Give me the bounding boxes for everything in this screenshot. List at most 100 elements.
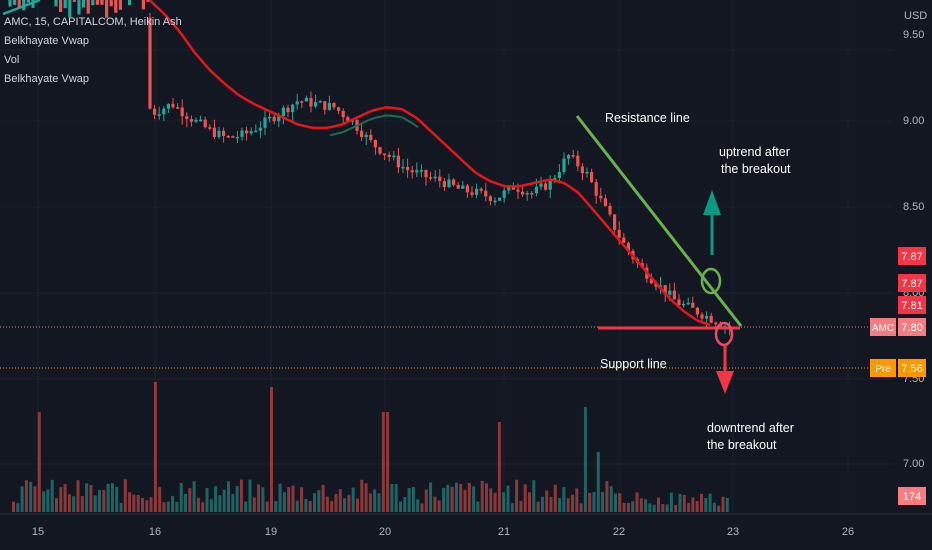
indicator-vwap-1[interactable]: Belkhayate Vwap xyxy=(4,35,89,47)
candle-body xyxy=(539,183,543,187)
volume-bar xyxy=(184,493,187,512)
volume-bar xyxy=(149,497,153,512)
candle-body xyxy=(100,0,104,5)
candle-body xyxy=(686,302,690,305)
candle-body xyxy=(63,0,67,9)
candle-body xyxy=(396,155,400,168)
candle-body xyxy=(199,119,203,122)
price-tick-label: 9.00 xyxy=(903,115,924,127)
symbol-title[interactable]: AMC, 15, CAPITALCOM, Heikin Ash xyxy=(4,16,182,28)
volume-bar xyxy=(463,489,467,512)
indicator-vwap-2[interactable]: Belkhayate Vwap xyxy=(4,73,89,85)
price-tick-label: 7.00 xyxy=(903,458,924,470)
candle-body xyxy=(8,0,12,7)
candle-body xyxy=(548,180,552,190)
candle-body xyxy=(383,153,387,156)
vwap-lines xyxy=(2,0,711,327)
volume-bar xyxy=(390,483,394,512)
volume-bar xyxy=(334,494,338,512)
volume-bar xyxy=(248,479,252,512)
candle-body xyxy=(268,116,272,119)
volume-bar xyxy=(110,483,114,512)
volume-bar xyxy=(420,503,424,512)
candle-body xyxy=(203,119,207,128)
volume-bar xyxy=(381,412,385,512)
currency-label[interactable]: USD xyxy=(904,10,928,22)
candle-body xyxy=(105,0,109,18)
candle-body xyxy=(314,102,318,107)
candle-body xyxy=(668,290,672,295)
volume-bar xyxy=(523,484,527,512)
candle-body xyxy=(433,176,437,179)
candle-body xyxy=(332,102,336,108)
volume-bar xyxy=(16,503,20,512)
volume-bar xyxy=(510,503,514,512)
volume-bar xyxy=(721,496,725,512)
grid xyxy=(0,0,894,512)
uptrend-label-2: the breakout xyxy=(721,162,791,176)
volume-bar xyxy=(218,495,222,512)
candle-body xyxy=(452,179,456,185)
uptrend-arrow-head xyxy=(703,190,721,215)
candle-body xyxy=(700,314,704,319)
indicator-volume[interactable]: Vol xyxy=(4,54,20,66)
candle-body xyxy=(682,303,686,306)
candle-body xyxy=(475,188,479,195)
volume-bar xyxy=(687,502,691,512)
volume-bar xyxy=(42,491,46,512)
volume-bar xyxy=(20,486,24,512)
volume-bar xyxy=(222,489,226,512)
volume-bar xyxy=(270,387,273,512)
price-label-text: 7.87 xyxy=(901,251,922,263)
candle-body xyxy=(91,0,95,6)
volume-bar xyxy=(158,486,162,512)
resistance-line xyxy=(575,115,743,327)
volume-bar xyxy=(106,483,110,512)
volume-bar xyxy=(506,485,510,512)
candle-body xyxy=(222,130,226,136)
volume-bar xyxy=(433,496,437,512)
price-label xyxy=(898,359,926,377)
volume-bar xyxy=(317,490,321,512)
candle-body xyxy=(571,155,575,157)
candle-body xyxy=(245,130,249,134)
volume-bar xyxy=(695,501,699,512)
candle-body xyxy=(337,107,341,111)
volume-bar xyxy=(265,501,269,512)
volume-bar xyxy=(700,493,703,512)
volume-bar xyxy=(545,490,549,512)
candle-body xyxy=(341,110,345,118)
volume-bar xyxy=(76,480,80,512)
candle-body xyxy=(447,179,451,187)
volume-bar xyxy=(141,497,144,512)
volume-bar xyxy=(377,493,381,512)
candle-body xyxy=(77,0,81,15)
candle-body xyxy=(553,177,557,181)
volume-bar xyxy=(528,492,531,512)
time-tick-label: 21 xyxy=(498,526,510,538)
candle-body xyxy=(180,107,184,117)
volume-bar xyxy=(416,499,420,512)
candle-body xyxy=(72,0,76,2)
candle-body xyxy=(484,190,488,197)
volume-bar xyxy=(583,407,587,512)
volume-bar xyxy=(338,489,342,512)
volume-bar xyxy=(33,486,37,512)
candle-body xyxy=(562,158,566,173)
volume-bar xyxy=(115,486,119,512)
candle-body xyxy=(318,101,322,103)
volume-bar xyxy=(282,492,286,512)
volume-bar xyxy=(614,493,617,512)
candle-body xyxy=(364,134,368,138)
candle-body xyxy=(258,127,262,131)
volume-bar xyxy=(644,499,648,512)
volume-bar xyxy=(424,489,428,512)
volume-bar xyxy=(665,504,669,512)
price-label-text: 7.81 xyxy=(901,300,922,312)
volume-bar xyxy=(674,505,678,512)
volume-bar xyxy=(592,492,596,512)
volume-bar xyxy=(411,487,415,512)
volume-bar xyxy=(454,482,458,512)
candle-body xyxy=(511,185,515,190)
